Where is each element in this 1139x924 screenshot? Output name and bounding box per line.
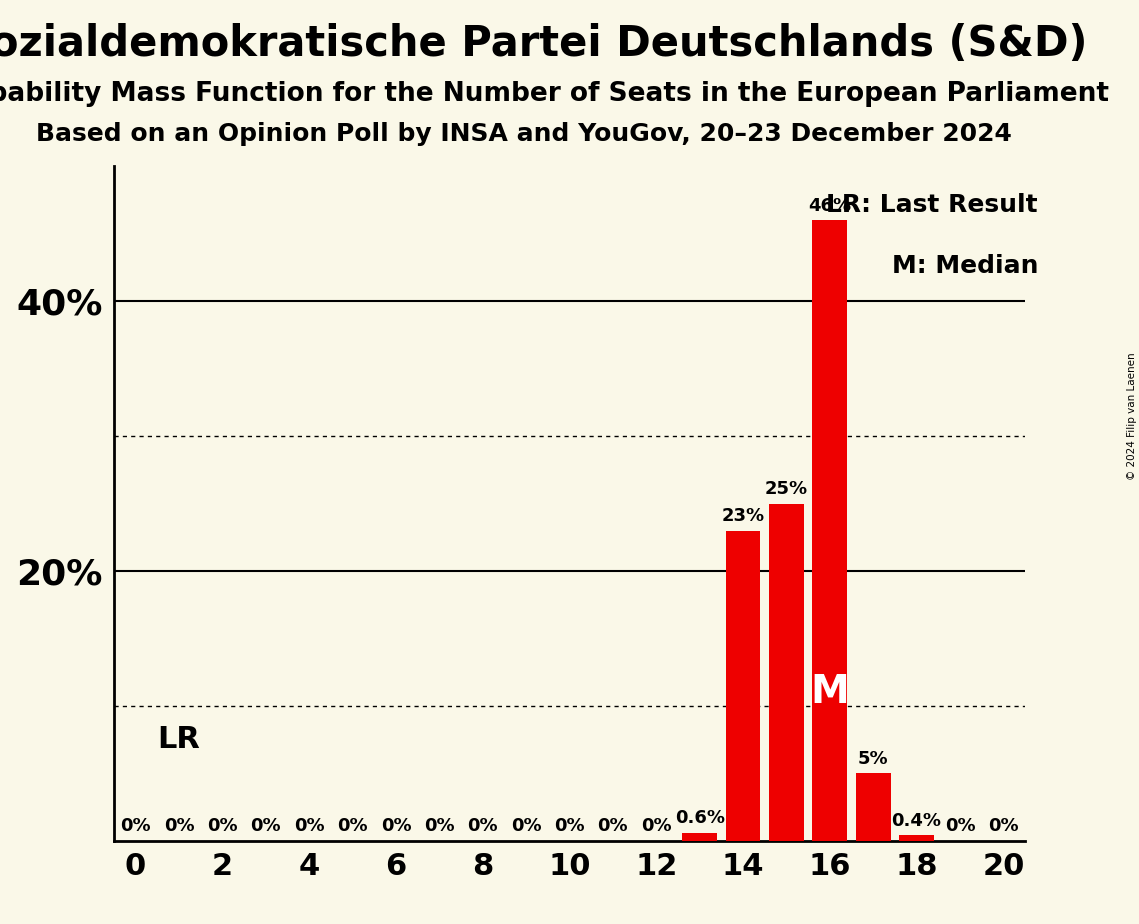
Text: Probability Mass Function for the Number of Seats in the European Parliament: Probability Mass Function for the Number… <box>0 81 1109 107</box>
Text: 5%: 5% <box>858 750 888 768</box>
Text: 0%: 0% <box>121 818 150 835</box>
Text: 0%: 0% <box>424 818 454 835</box>
Text: 0%: 0% <box>598 818 629 835</box>
Bar <box>726 530 761 841</box>
Text: 0%: 0% <box>641 818 672 835</box>
Text: LR: LR <box>157 725 200 754</box>
Text: 0%: 0% <box>164 818 195 835</box>
Text: 0%: 0% <box>207 818 238 835</box>
Text: 0%: 0% <box>989 818 1018 835</box>
Text: 0%: 0% <box>555 818 584 835</box>
Text: 23%: 23% <box>721 507 764 525</box>
Text: 25%: 25% <box>765 480 808 498</box>
Text: 0%: 0% <box>294 818 325 835</box>
Text: 0%: 0% <box>944 818 975 835</box>
Text: 0.6%: 0.6% <box>674 809 724 827</box>
Text: 0%: 0% <box>510 818 541 835</box>
Text: Sozialdemokratische Partei Deutschlands (S&D): Sozialdemokratische Partei Deutschlands … <box>0 23 1088 65</box>
Text: M: M <box>811 674 850 711</box>
Text: 0.4%: 0.4% <box>892 812 942 830</box>
Text: 0%: 0% <box>337 818 368 835</box>
Bar <box>769 504 804 841</box>
Bar <box>855 773 891 841</box>
Text: 0%: 0% <box>251 818 281 835</box>
Text: 0%: 0% <box>467 818 498 835</box>
Bar <box>900 835 934 841</box>
Text: 46%: 46% <box>809 197 852 215</box>
Text: M: Median: M: Median <box>892 254 1038 278</box>
Bar <box>682 833 718 841</box>
Text: Based on an Opinion Poll by INSA and YouGov, 20–23 December 2024: Based on an Opinion Poll by INSA and You… <box>36 122 1011 146</box>
Text: LR: Last Result: LR: Last Result <box>827 193 1038 217</box>
Text: 0%: 0% <box>380 818 411 835</box>
Bar <box>812 220 847 841</box>
Text: © 2024 Filip van Laenen: © 2024 Filip van Laenen <box>1126 352 1137 480</box>
